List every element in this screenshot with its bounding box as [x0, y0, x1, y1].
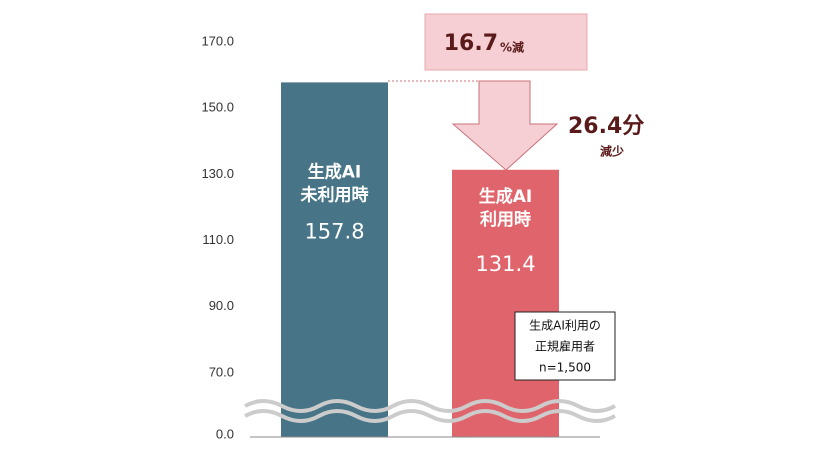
value-label: 131.4	[475, 252, 535, 276]
bar	[281, 82, 388, 438]
note-box	[514, 311, 616, 381]
reduction-minutes: 26.4分	[568, 114, 644, 139]
bar-label: 未利用時	[300, 184, 369, 205]
bar-label: 利用時	[480, 209, 531, 230]
bar	[452, 169, 559, 438]
value-label: 157.8	[304, 219, 364, 243]
y-tick-label: 70.0	[209, 364, 234, 379]
reduction-word: 減少	[600, 144, 624, 159]
reduction-pct-unit: %減	[500, 40, 524, 55]
note-line: n=1,500	[539, 361, 591, 375]
arrow	[451, 80, 559, 171]
axis-break	[244, 399, 616, 423]
bar-label: 生成AI	[308, 161, 361, 182]
reduction-box	[424, 13, 588, 71]
note-line: 正規雇用者	[535, 339, 595, 354]
y-tick-label: 110.0	[202, 232, 234, 247]
y-tick-label: 170.0	[201, 33, 234, 48]
bar-label: 生成AI	[479, 186, 532, 207]
y-tick-label: 90.0	[209, 298, 234, 313]
y-tick-label: 150.0	[201, 100, 234, 115]
reduction-pct: 16.7	[444, 31, 498, 56]
y-tick-label: 130.0	[201, 166, 234, 181]
y-tick-label: 0.0	[216, 426, 234, 441]
note-line: 生成AI利用の	[529, 319, 601, 333]
